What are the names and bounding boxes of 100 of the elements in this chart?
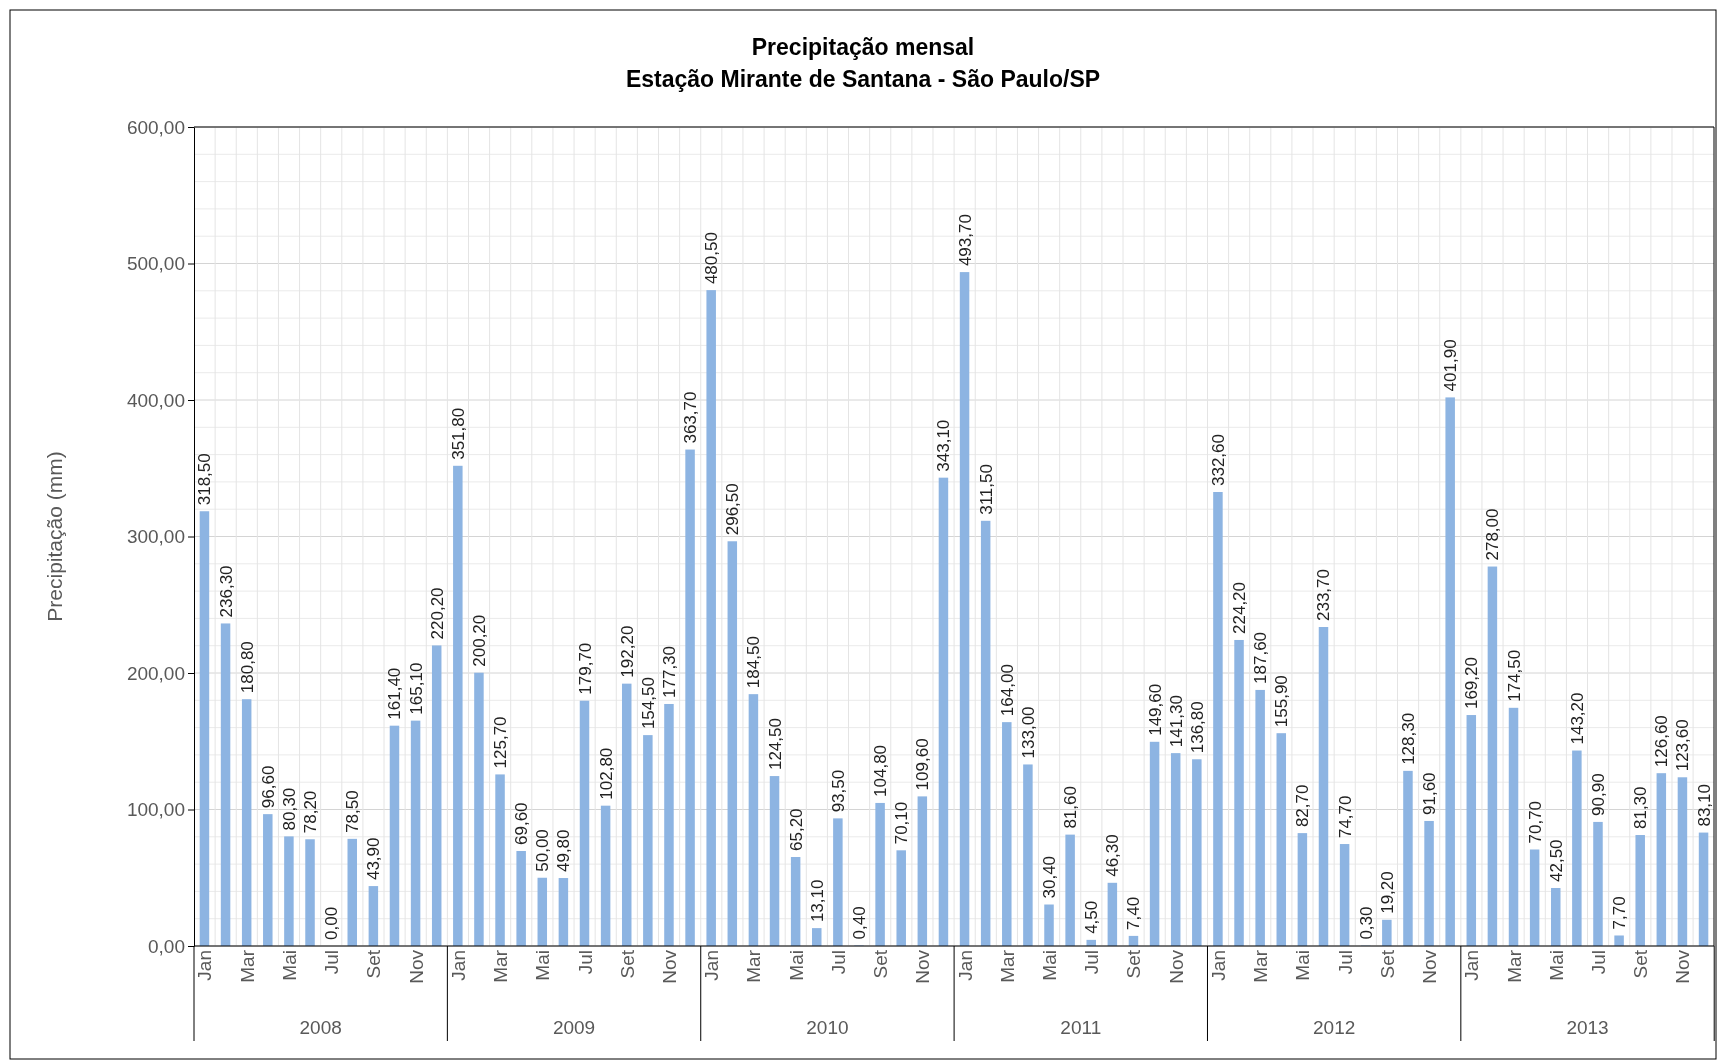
data-label: 363,70: [681, 391, 701, 444]
text: 2010: [806, 1017, 849, 1038]
x-tick-label: Nov: [405, 949, 427, 984]
data-label: 91,60: [1420, 772, 1440, 815]
data-label: 90,90: [1588, 773, 1608, 816]
data-label: 164,00: [997, 664, 1017, 717]
data-label: 236,30: [216, 565, 236, 618]
data-label: 65,20: [786, 808, 806, 851]
data-label: 19,20: [1377, 871, 1397, 914]
data-label: 46,30: [1103, 834, 1123, 877]
x-tick-label: Mai: [1292, 950, 1314, 981]
data-label: 7,70: [1610, 896, 1630, 930]
data-label: 124,50: [765, 718, 785, 771]
data-label: 220,20: [427, 587, 447, 640]
data-label: 343,10: [934, 419, 954, 472]
x-tick-label: Jan: [447, 950, 469, 981]
data-label: 401,90: [1441, 339, 1461, 392]
y-tick-label: 100,00: [126, 799, 185, 821]
data-label: 125,70: [491, 716, 511, 769]
chart-subtitle: Estação Mirante de Santana - São Paulo/SP: [625, 66, 1101, 92]
x-tick-label: Jan: [701, 950, 723, 981]
text: 2009: [552, 1017, 596, 1038]
data-label: 4,50: [1082, 900, 1102, 934]
x-tick-label: Mar: [743, 949, 765, 983]
data-label: 493,70: [955, 214, 975, 267]
x-tick-label: Set: [616, 949, 638, 979]
data-label: 318,50: [195, 453, 215, 506]
y-axis-title: Precipitação (mm): [43, 451, 66, 622]
y-tick-label: 600,00: [126, 116, 185, 138]
x-tick-label: Mar: [1250, 949, 1272, 983]
data-label: 82,70: [1293, 784, 1313, 828]
x-tick-label: Nov: [1672, 949, 1694, 984]
x-tick-label: Mai: [532, 950, 554, 981]
y-tick-label: 0,00: [148, 935, 185, 957]
y-tick-label: 300,00: [126, 526, 185, 548]
x-tick-label: Set: [1376, 949, 1398, 979]
x-tick-label: Mar: [490, 949, 512, 983]
data-label: 109,60: [913, 738, 933, 791]
chart-title: Precipitação mensal: [751, 34, 975, 60]
data-label: 70,70: [1525, 800, 1545, 844]
data-label: 49,80: [554, 829, 574, 873]
x-tick-label: Mai: [1545, 950, 1567, 981]
data-label: 0,40: [849, 906, 869, 940]
data-label: 296,50: [723, 483, 743, 536]
x-tick-label: Nov: [912, 949, 934, 984]
data-label: 161,40: [385, 667, 405, 720]
data-label: 13,10: [807, 879, 827, 923]
x-tick-label: Mar: [1503, 949, 1525, 983]
text: 2011: [1060, 1017, 1102, 1038]
data-label: 83,10: [1694, 784, 1714, 827]
x-tick-label: Mar: [996, 949, 1018, 983]
data-label: 80,30: [279, 787, 299, 831]
data-label: 102,80: [596, 747, 616, 800]
data-label: 143,20: [1567, 692, 1587, 745]
data-label: 278,00: [1483, 508, 1503, 561]
x-tick-label: Set: [1630, 949, 1652, 979]
data-label: 177,30: [659, 645, 679, 698]
data-label: 351,80: [448, 407, 468, 460]
text: 2013: [1566, 1017, 1609, 1038]
data-label: 149,60: [1145, 683, 1165, 736]
data-label: 480,50: [702, 232, 722, 285]
data-label: 123,60: [1673, 719, 1693, 772]
x-tick-label: Mai: [785, 950, 807, 981]
data-label: 42,50: [1546, 839, 1566, 882]
data-label: 78,50: [343, 790, 363, 833]
data-label: 180,80: [237, 641, 257, 694]
text: 2012: [1313, 1017, 1356, 1038]
x-tick-label: Jul: [1334, 950, 1356, 975]
x-tick-label: Nov: [1419, 949, 1441, 984]
data-label: 128,30: [1398, 712, 1418, 765]
x-tick-label: Set: [870, 949, 892, 979]
x-tick-label: Jan: [1207, 950, 1229, 981]
data-label: 141,30: [1166, 695, 1186, 748]
data-label: 93,50: [828, 769, 848, 813]
data-label: 179,70: [575, 642, 595, 695]
data-label: 154,50: [638, 677, 658, 730]
data-label: 81,60: [1061, 786, 1081, 829]
data-label: 155,90: [1272, 675, 1292, 728]
y-tick-label: 500,00: [126, 253, 185, 275]
data-label: 0,30: [1356, 906, 1376, 940]
data-label: 184,50: [744, 636, 764, 689]
data-label: 126,60: [1652, 715, 1672, 768]
data-label: 224,20: [1230, 581, 1250, 634]
x-tick-label: Mar: [236, 949, 258, 983]
text: 2008: [299, 1017, 342, 1038]
data-label: 192,20: [617, 625, 637, 678]
x-tick-label: Jul: [321, 950, 343, 975]
x-tick-label: Jul: [1081, 950, 1103, 975]
data-label: 74,70: [1335, 795, 1355, 839]
data-label: 332,60: [1208, 434, 1228, 486]
data-label: 0,00: [322, 906, 342, 940]
data-label: 43,90: [364, 837, 384, 881]
y-tick-label: 400,00: [126, 389, 185, 411]
data-label: 174,50: [1504, 649, 1524, 702]
data-label: 233,70: [1314, 569, 1334, 621]
data-label: 187,60: [1251, 631, 1271, 684]
data-label: 96,60: [258, 765, 278, 809]
data-label: 7,40: [1124, 896, 1144, 930]
x-tick-label: Jan: [1461, 950, 1483, 981]
x-tick-label: Jul: [574, 950, 596, 975]
